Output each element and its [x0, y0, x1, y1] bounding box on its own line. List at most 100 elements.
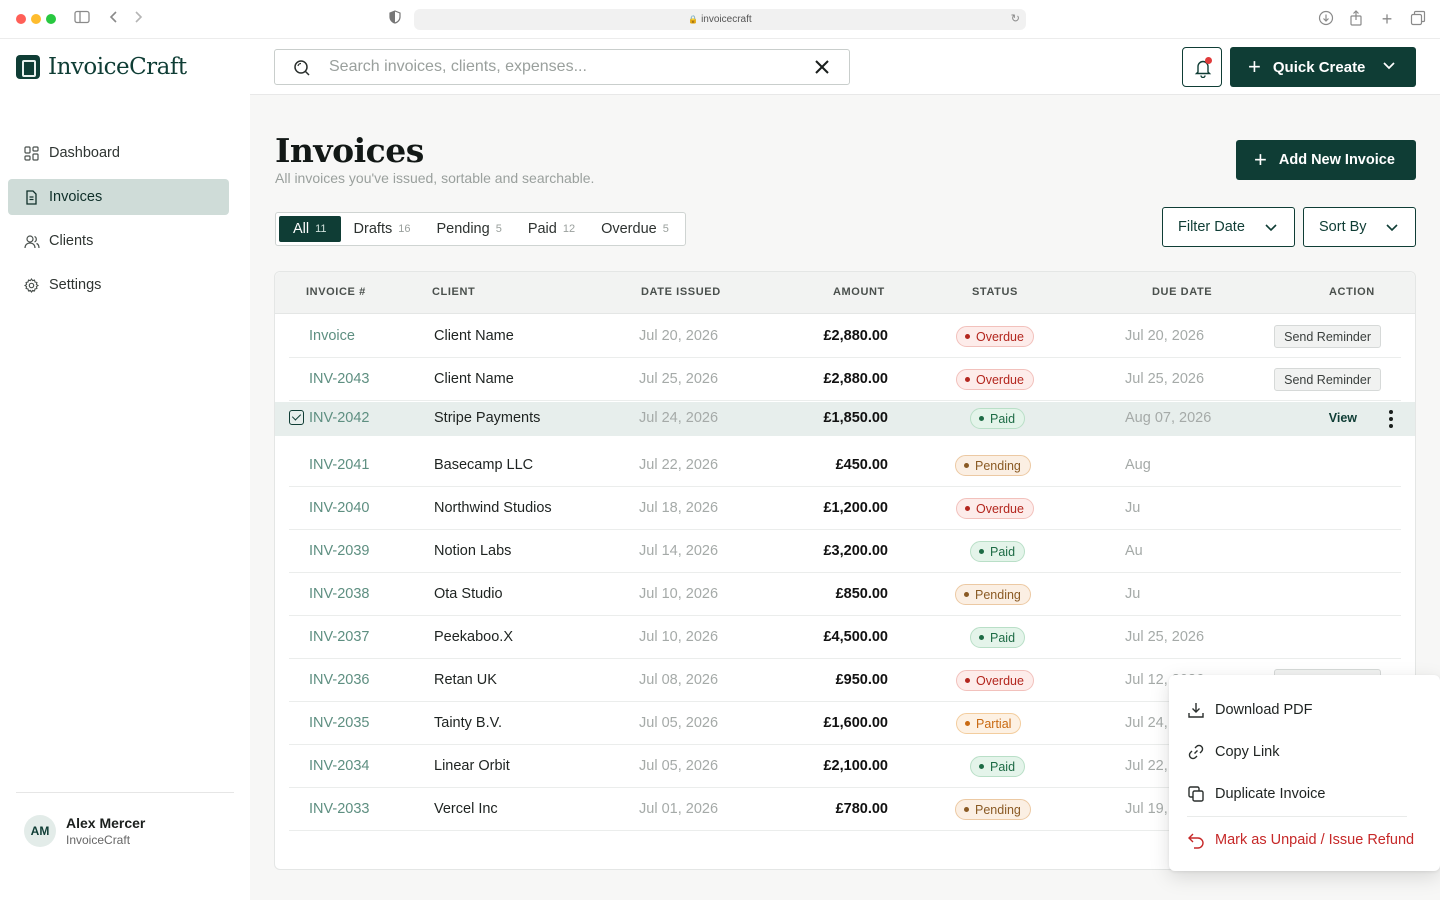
invoice-number-link[interactable]: INV-2041	[309, 457, 370, 473]
table-row[interactable]: INV-2042 Stripe Payments Jul 24, 2026 £1,85…	[275, 402, 1415, 436]
view-link[interactable]: View	[1328, 411, 1357, 425]
top-bar: + Quick Create	[250, 39, 1440, 95]
row-actions-menu: Download PDF Copy Link Duplicate Invoice…	[1169, 675, 1440, 871]
tab-overdue[interactable]: Overdue 5	[588, 216, 682, 242]
tab-drafts[interactable]: Drafts 16	[341, 216, 424, 242]
menu-item-copy-link[interactable]: Copy Link	[1187, 742, 1279, 762]
client-name: Basecamp LLC	[434, 457, 534, 473]
column-header-action: ACTION	[1329, 286, 1375, 298]
user-profile[interactable]: AM Alex Mercer InvoiceCraft	[16, 792, 234, 847]
invoice-number-link[interactable]: Invoice	[309, 328, 355, 344]
maximize-window-button[interactable]	[46, 14, 56, 24]
chevron-down-icon	[1386, 224, 1398, 232]
amount: £4,500.00	[823, 629, 888, 645]
column-header-due[interactable]: DUE DATE	[1152, 286, 1213, 298]
undo-icon	[1188, 833, 1204, 849]
tab-all[interactable]: All 11	[279, 216, 341, 242]
menu-item-download-pdf[interactable]: Download PDF	[1187, 700, 1313, 720]
reload-icon[interactable]: ↻	[1010, 13, 1020, 25]
sidebar-item-label: Settings	[49, 277, 102, 293]
column-header-client[interactable]: CLIENT	[432, 286, 476, 298]
invoices-table: INVOICE # CLIENT DATE ISSUED AMOUNT STAT…	[274, 271, 1440, 871]
main-content: + Quick Create Invoices All invoices you…	[250, 39, 1440, 900]
client-name: Retan UK	[434, 672, 497, 688]
invoice-number-link[interactable]: INV-2042	[309, 410, 370, 426]
privacy-shield-icon[interactable]	[386, 10, 404, 28]
user-info: Alex Mercer InvoiceCraft	[66, 815, 145, 847]
new-tab-icon[interactable]: +	[1381, 9, 1393, 29]
menu-divider	[1187, 816, 1407, 817]
table-row[interactable]: INV-2034 Linear Orbit Jul 05, 2026 £2,100.0…	[289, 745, 1401, 788]
search-input[interactable]	[329, 56, 799, 78]
invoice-number-link[interactable]: INV-2040	[309, 500, 370, 516]
quick-create-button[interactable]: + Quick Create	[1230, 47, 1416, 87]
invoice-number-link[interactable]: INV-2033	[309, 801, 370, 817]
status-badge: Overdue	[956, 498, 1034, 519]
app-logo[interactable]: InvoiceCraft	[16, 54, 187, 80]
lock-icon: 🔒	[688, 15, 699, 24]
menu-item-label: Download PDF	[1215, 702, 1313, 718]
status-badge: Pending	[955, 799, 1031, 820]
forward-icon[interactable]	[129, 10, 147, 28]
minimize-window-button[interactable]	[31, 14, 41, 24]
table-row[interactable]: INV-2041 Basecamp LLC Jul 22, 2026 £450.00 A…	[289, 444, 1401, 487]
client-name: Vercel Inc	[434, 801, 498, 817]
invoice-number-link[interactable]: INV-2037	[309, 629, 370, 645]
menu-item-mark-unpaid-refund[interactable]: Mark as Unpaid / Issue Refund	[1187, 830, 1414, 850]
amount: £450.00	[835, 457, 888, 473]
row-action-button[interactable]: Send Reminder	[1274, 368, 1381, 391]
sidebar-item-invoices[interactable]: Invoices	[8, 179, 229, 215]
avatar: AM	[24, 815, 56, 847]
back-icon[interactable]	[105, 10, 123, 28]
client-name: Northwind Studios	[434, 500, 552, 516]
invoice-number-link[interactable]: INV-2043	[309, 371, 370, 387]
gear-icon	[24, 277, 39, 293]
sidebar-item-settings[interactable]: Settings	[8, 267, 229, 303]
column-header-date[interactable]: DATE ISSUED	[641, 286, 721, 298]
table-row[interactable]: INV-2039 Notion Labs Jul 14, 2026 £3,200.00…	[289, 530, 1401, 573]
table-row[interactable]: INV-2037 Peekaboo.X Jul 10, 2026 £4,500.00 J…	[289, 616, 1401, 659]
column-header-amount[interactable]: AMOUNT	[833, 286, 885, 298]
dashboard-icon	[24, 145, 39, 161]
row-checkbox[interactable]	[289, 410, 304, 425]
notifications-button[interactable]	[1182, 47, 1222, 87]
row-action-button[interactable]: Send Reminder	[1274, 325, 1381, 348]
invoice-number-link[interactable]: INV-2039	[309, 543, 370, 559]
sidebar-toggle-icon[interactable]	[73, 10, 91, 28]
tab-overview-icon[interactable]	[1409, 10, 1427, 28]
tab-paid[interactable]: Paid 12	[515, 216, 588, 242]
add-new-invoice-button[interactable]: + Add New Invoice	[1236, 140, 1416, 180]
filter-date-dropdown[interactable]: Filter Date	[1162, 207, 1295, 247]
sort-by-dropdown[interactable]: Sort By	[1303, 207, 1416, 247]
table-row[interactable]: Invoice Client Name Jul 20, 2026 £2,880.00 J…	[289, 315, 1401, 358]
due-date: Au	[1125, 543, 1143, 559]
table-row[interactable]: INV-2040 Northwind Studios Jul 18, 2026 £1,…	[289, 487, 1401, 530]
invoice-number-link[interactable]: INV-2038	[309, 586, 370, 602]
download-manager-icon[interactable]	[1317, 10, 1335, 28]
due-date: Ju	[1125, 586, 1141, 602]
menu-item-duplicate-invoice[interactable]: Duplicate Invoice	[1187, 784, 1325, 804]
sidebar-item-clients[interactable]: Clients	[8, 223, 229, 259]
sidebar-item-dashboard[interactable]: Dashboard	[8, 135, 229, 171]
invoice-number-link[interactable]: INV-2036	[309, 672, 370, 688]
status-badge: Overdue	[956, 670, 1034, 691]
table-row[interactable]: INV-2038 Ota Studio Jul 10, 2026 £850.00 Ju P…	[289, 573, 1401, 616]
search-box[interactable]	[274, 49, 850, 85]
share-icon[interactable]	[1347, 10, 1365, 28]
menu-item-label: Mark as Unpaid / Issue Refund	[1215, 832, 1415, 848]
link-icon	[1188, 744, 1204, 760]
invoice-number-link[interactable]: INV-2035	[309, 715, 370, 731]
column-header-status[interactable]: STATUS	[972, 286, 1018, 298]
close-window-button[interactable]	[16, 14, 26, 24]
tab-pending[interactable]: Pending 5	[423, 216, 514, 242]
amount: £1,850.00	[823, 410, 888, 426]
due-date: Jul 20, 2026	[1125, 328, 1205, 344]
date-issued: Jul 18, 2026	[639, 500, 719, 516]
table-row[interactable]: INV-2043 Client Name Jul 25, 2026 £2,880.00…	[289, 358, 1401, 401]
more-options-icon[interactable]	[1387, 408, 1395, 430]
address-bar[interactable]: 🔒 invoicecraft ↻	[414, 9, 1026, 30]
close-icon[interactable]	[813, 58, 833, 78]
invoice-number-link[interactable]: INV-2034	[309, 758, 370, 774]
tab-count: 5	[495, 223, 502, 235]
column-header-invoice[interactable]: INVOICE #	[306, 286, 366, 298]
